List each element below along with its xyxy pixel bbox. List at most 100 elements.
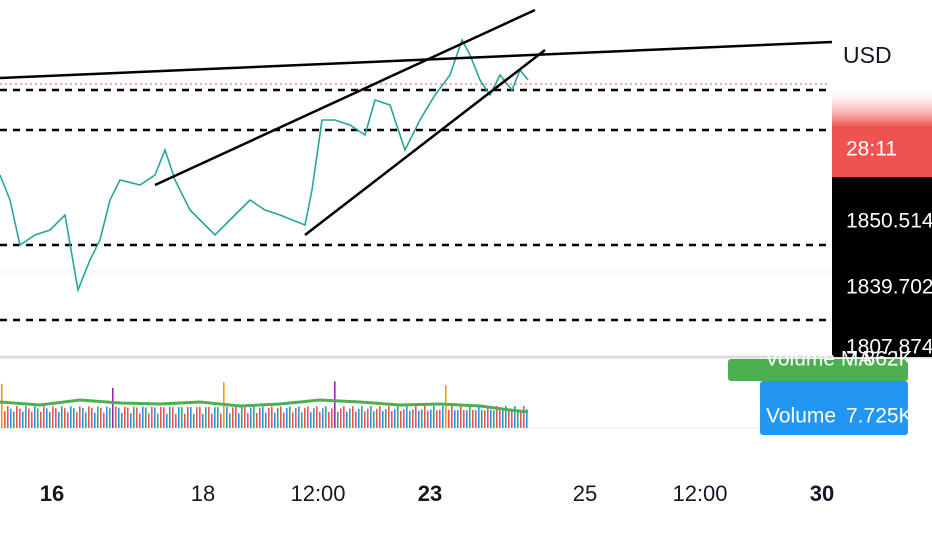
- volume-bar: [418, 410, 420, 428]
- volume-bar: [379, 406, 381, 428]
- volume-bar: [469, 406, 471, 428]
- volume-bar: [34, 406, 36, 428]
- volume-bar: [307, 406, 309, 428]
- volume-bar: [109, 407, 111, 428]
- volume-bar: [157, 413, 159, 428]
- time-label: 18: [191, 481, 215, 506]
- volume-bar: [325, 406, 327, 428]
- volume-bar: [4, 411, 6, 428]
- volume-bar: [7, 406, 9, 428]
- volume-pane: [0, 381, 830, 429]
- volume-bar: [208, 406, 210, 428]
- volume-bar: [49, 411, 51, 428]
- volume-bar: [397, 406, 399, 428]
- volume-bar: [448, 409, 450, 428]
- volume-bar: [406, 406, 408, 428]
- volume-bar: [61, 406, 63, 428]
- volume-bar: [313, 408, 315, 428]
- volume-bar: [148, 413, 150, 428]
- volume-bar: [118, 407, 120, 428]
- volume-bar: [25, 406, 27, 428]
- volume-bar: [457, 409, 459, 428]
- volume-bar: [265, 412, 267, 428]
- volume-bar: [214, 407, 216, 428]
- countdown: 28:11: [846, 138, 897, 161]
- volume-bar: [310, 412, 312, 428]
- volume-bar: [127, 407, 129, 428]
- volume-bar: [205, 407, 207, 428]
- volume-bar: [52, 406, 54, 428]
- volume-bar: [142, 406, 144, 428]
- volume-bar: [475, 410, 477, 428]
- volume-ma-label: [728, 359, 908, 381]
- volume-bar: [283, 412, 285, 428]
- volume-bar: [160, 406, 162, 428]
- volume-bar: [454, 410, 456, 428]
- volume-bar: [1, 383, 3, 428]
- volume-bar: [115, 406, 117, 428]
- volume-bar: [412, 409, 414, 428]
- volume-bar: [304, 408, 306, 428]
- price-series: [0, 38, 529, 293]
- volume-bar: [190, 407, 192, 428]
- volume-bar: [193, 413, 195, 428]
- volume-bar: [241, 407, 243, 428]
- volume-bar: [169, 406, 171, 428]
- volume-bar: [262, 406, 264, 428]
- volume-bar: [103, 412, 105, 428]
- volume-bar: [346, 411, 348, 428]
- time-label: 23: [418, 481, 442, 506]
- volume-bar: [523, 406, 525, 428]
- volume-bar: [280, 406, 282, 428]
- volume-bar: [70, 406, 72, 428]
- volume-bar: [28, 408, 30, 428]
- volume-bar: [286, 407, 288, 428]
- volume-bar: [478, 406, 480, 428]
- volume-bar: [289, 406, 291, 428]
- volume-bar: [163, 407, 165, 428]
- volume-bar: [277, 407, 279, 428]
- volume-bar: [301, 412, 303, 428]
- volume-ma-value: 7.862K: [846, 348, 913, 371]
- volume-bar: [244, 406, 246, 428]
- volume-bar: [433, 406, 435, 428]
- volume-bar: [256, 412, 258, 428]
- volume-bar: [136, 407, 138, 428]
- volume-bar: [97, 406, 99, 428]
- volume-bar: [16, 406, 18, 428]
- volume-bar: [229, 413, 231, 428]
- volume-bar: [31, 411, 33, 428]
- volume-bar: [487, 406, 489, 428]
- volume-bar: [439, 409, 441, 428]
- volume-bar: [496, 406, 498, 428]
- volume-bar: [481, 409, 483, 428]
- volume-bar: [409, 410, 411, 428]
- price-pane: [0, 8, 833, 322]
- price-scale: USD 28:11 1850.514 1839.702 1807.874 Vol…: [728, 42, 932, 435]
- time-label: 25: [573, 481, 597, 506]
- volume-bar: [121, 413, 123, 428]
- time-label: 16: [40, 481, 64, 506]
- volume-bar: [451, 406, 453, 428]
- volume-bar: [106, 406, 108, 428]
- volume-bar: [37, 408, 39, 428]
- volume-bar: [391, 411, 393, 428]
- volume-bar: [226, 406, 228, 428]
- volume-bar: [10, 408, 12, 428]
- volume-bar: [184, 413, 186, 428]
- volume-bar: [247, 413, 249, 428]
- volume-bar: [238, 413, 240, 428]
- volume-bar: [292, 412, 294, 428]
- volume-bar: [196, 407, 198, 428]
- volume-bar: [415, 406, 417, 428]
- volume-bar: [427, 410, 429, 428]
- volume-bar: [43, 406, 45, 428]
- volume-bar: [331, 408, 333, 428]
- volume-name: Volume: [766, 405, 836, 428]
- volume-bar: [85, 412, 87, 428]
- volume-bar: [508, 409, 510, 428]
- price-label: 1807.874: [846, 336, 932, 359]
- volume-bar: [328, 411, 330, 428]
- volume-bar: [361, 406, 363, 428]
- volume-bar: [232, 407, 234, 428]
